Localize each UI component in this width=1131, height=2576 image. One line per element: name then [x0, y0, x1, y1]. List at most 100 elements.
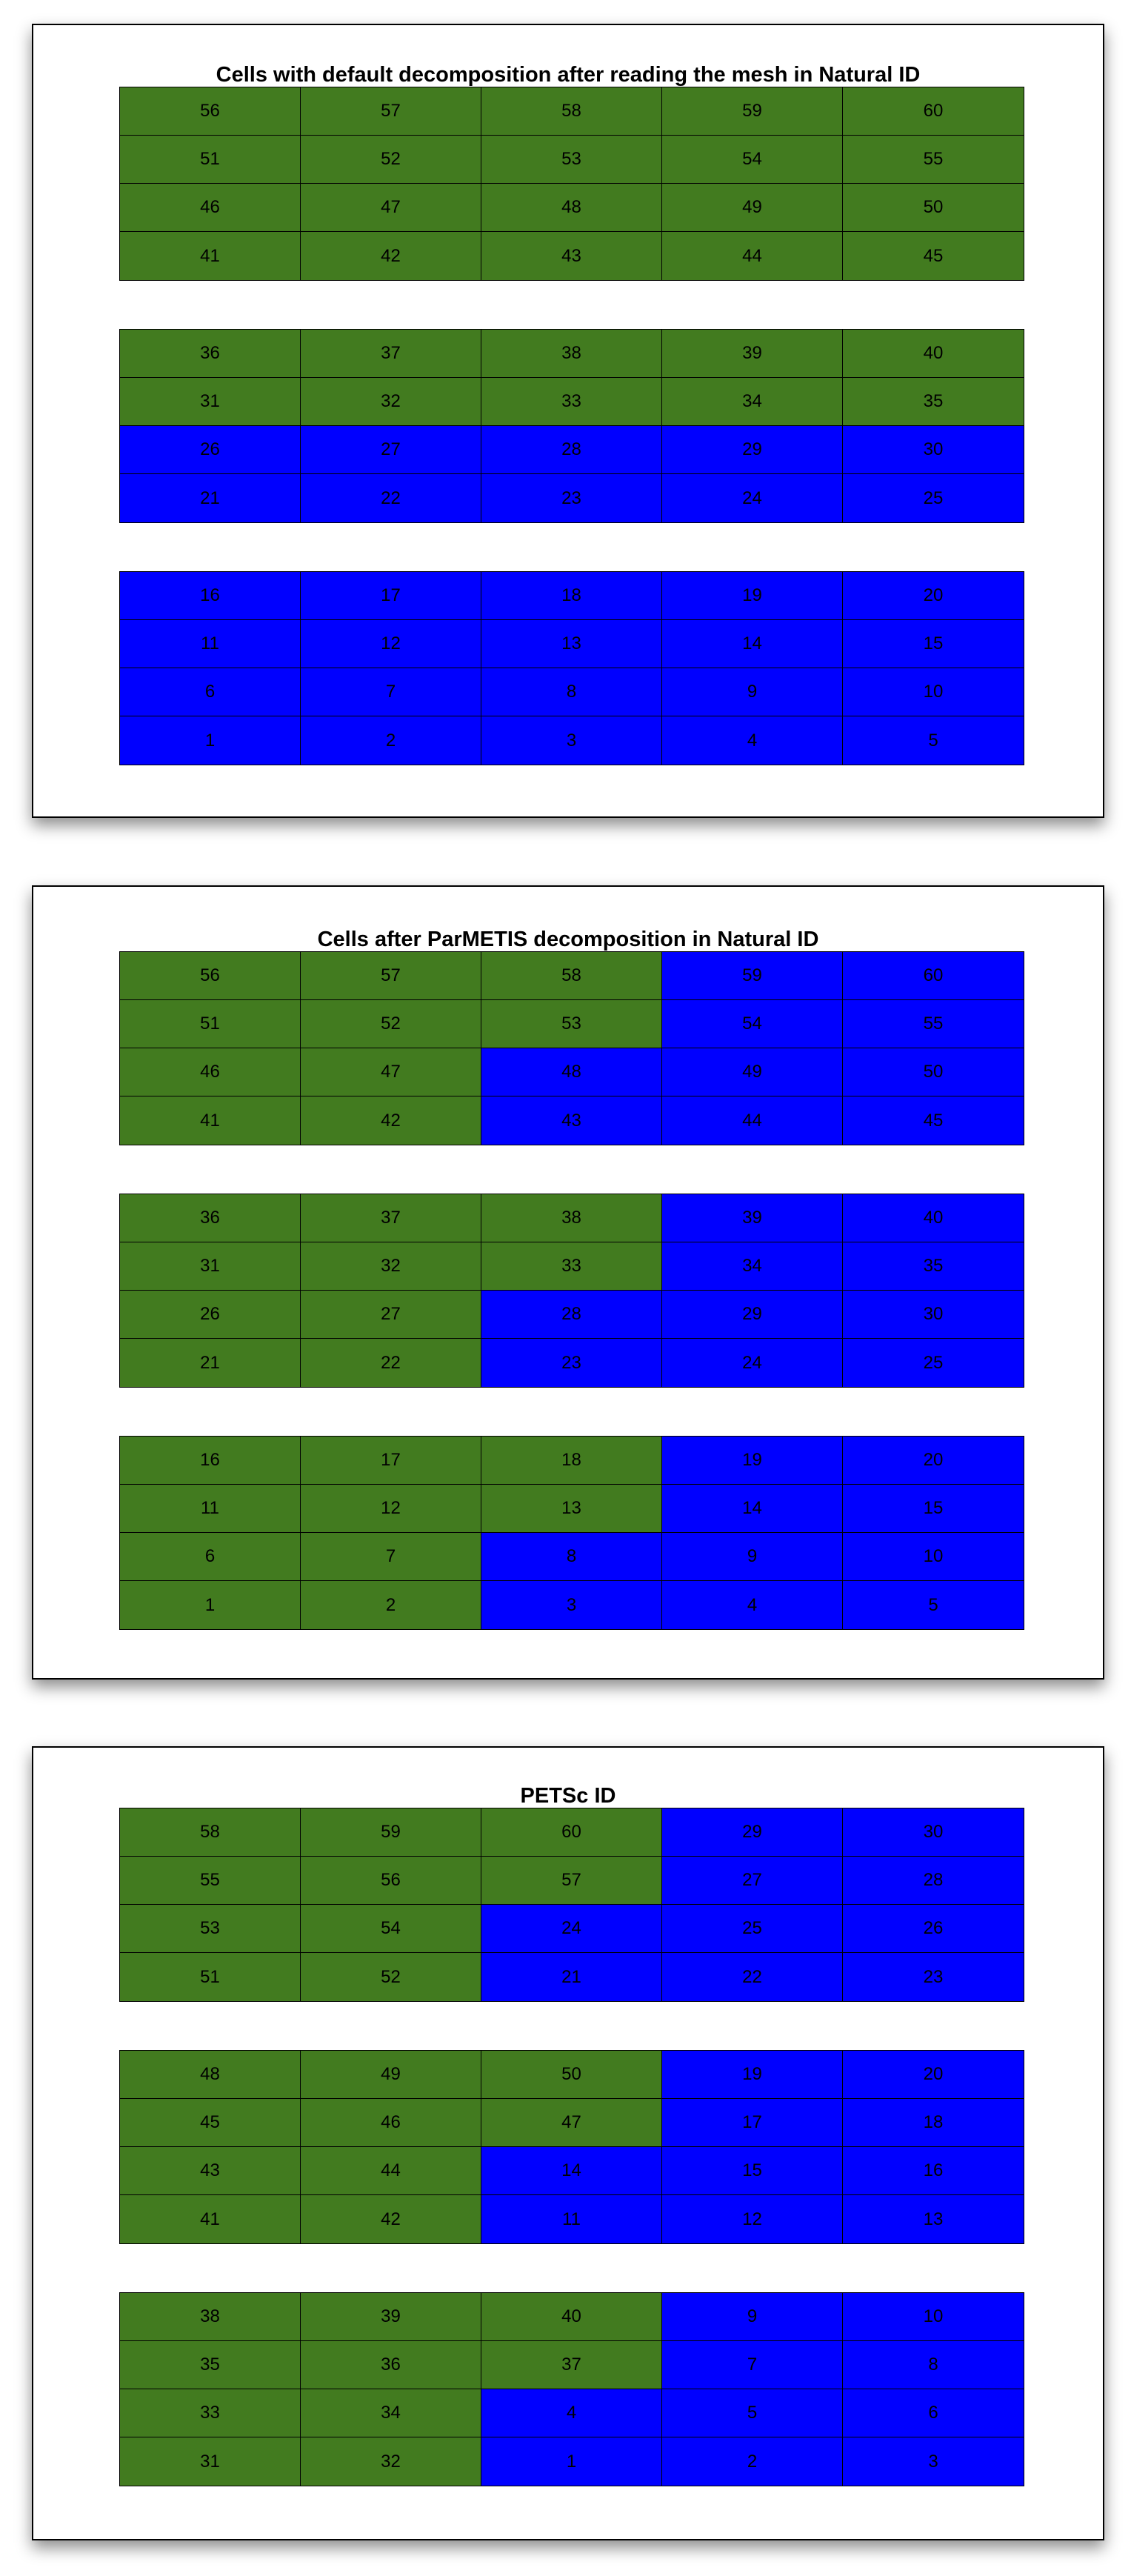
- mesh-cell: 42: [301, 2195, 481, 2243]
- mesh-cell: 50: [843, 1048, 1024, 1096]
- mesh-cell: 4: [481, 2389, 662, 2437]
- mesh-cell: 35: [843, 378, 1024, 426]
- mesh-cell: 49: [662, 184, 843, 232]
- mesh-cell: 33: [481, 1242, 662, 1291]
- mesh-cell: 12: [301, 1485, 481, 1533]
- mesh-cell: 2: [301, 1581, 481, 1629]
- mesh-cell: 16: [120, 572, 301, 620]
- mesh-cell: 42: [301, 1096, 481, 1145]
- mesh-cell: 26: [120, 426, 301, 474]
- mesh-cell: 34: [662, 378, 843, 426]
- mesh-cell: 49: [662, 1048, 843, 1096]
- mesh-cell: 59: [662, 87, 843, 136]
- cell-grid-block: 16 17 18 19 20 11 12 13 14 15 6 7 8 9 10 1 2 3 4 5: [119, 1436, 1024, 1630]
- mesh-cell: 39: [301, 2293, 481, 2341]
- mesh-cell: 30: [843, 1808, 1024, 1857]
- mesh-cell: 9: [662, 668, 843, 716]
- mesh-cell: 49: [301, 2051, 481, 2099]
- mesh-cell: 56: [120, 952, 301, 1000]
- panel-title: PETSc ID: [520, 1784, 616, 1808]
- mesh-cell: 57: [301, 87, 481, 136]
- mesh-cell: 40: [843, 1194, 1024, 1242]
- mesh-cell: 10: [843, 668, 1024, 716]
- mesh-cell: 47: [301, 184, 481, 232]
- mesh-cell: 3: [481, 1581, 662, 1629]
- mesh-cell: 22: [662, 1953, 843, 2001]
- mesh-cell: 32: [301, 2437, 481, 2486]
- mesh-cell: 55: [120, 1857, 301, 1905]
- cell-grid-block: 56 57 58 59 60 51 52 53 54 55 46 47 48 49 50 41 42 43 44 45: [119, 87, 1024, 281]
- mesh-cell: 8: [481, 668, 662, 716]
- mesh-cell: 58: [481, 952, 662, 1000]
- mesh-cell: 12: [301, 620, 481, 668]
- mesh-cell: 45: [120, 2099, 301, 2147]
- mesh-cell: 51: [120, 1000, 301, 1048]
- mesh-cell: 24: [662, 474, 843, 522]
- mesh-cell: 8: [843, 2341, 1024, 2389]
- mesh-cell: 26: [843, 1905, 1024, 1953]
- mesh-cell: 14: [662, 1485, 843, 1533]
- mesh-cell: 17: [301, 572, 481, 620]
- mesh-cell: 28: [481, 1291, 662, 1339]
- mesh-cell: 28: [843, 1857, 1024, 1905]
- mesh-cell: 40: [481, 2293, 662, 2341]
- mesh-cell: 46: [120, 184, 301, 232]
- mesh-cell: 37: [481, 2341, 662, 2389]
- mesh-cell: 57: [481, 1857, 662, 1905]
- cell-grid-block: 36 37 38 39 40 31 32 33 34 35 26 27 28 29 30 21 22 23 24 25: [119, 1194, 1024, 1388]
- mesh-cell: 11: [120, 620, 301, 668]
- mesh-cell: 32: [301, 1242, 481, 1291]
- mesh-cell: 25: [843, 1339, 1024, 1387]
- mesh-cell: 60: [843, 87, 1024, 136]
- mesh-cell: 21: [120, 1339, 301, 1387]
- mesh-cell: 13: [481, 620, 662, 668]
- mesh-cell: 20: [843, 572, 1024, 620]
- mesh-cell: 25: [843, 474, 1024, 522]
- mesh-cell: 23: [843, 1953, 1024, 2001]
- mesh-cell: 18: [843, 2099, 1024, 2147]
- panel-title: Cells after ParMETIS decomposition in Na…: [317, 928, 819, 951]
- mesh-cell: 56: [120, 87, 301, 136]
- mesh-cell: 30: [843, 426, 1024, 474]
- mesh-cell: 43: [120, 2147, 301, 2195]
- mesh-cell: 59: [301, 1808, 481, 1857]
- mesh-cell: 36: [120, 330, 301, 378]
- mesh-cell: 5: [662, 2389, 843, 2437]
- mesh-cell: 48: [481, 184, 662, 232]
- decomposition-panel-default: Cells with default decomposition after r…: [32, 24, 1104, 818]
- mesh-cell: 53: [120, 1905, 301, 1953]
- mesh-cell: 15: [843, 620, 1024, 668]
- mesh-cell: 45: [843, 1096, 1024, 1145]
- cell-grid-block: 56 57 58 59 60 51 52 53 54 55 46 47 48 49 50 41 42 43 44 45: [119, 951, 1024, 1145]
- mesh-cell: 11: [481, 2195, 662, 2243]
- mesh-cell: 56: [301, 1857, 481, 1905]
- decomposition-panel-petsc: PETSc ID 58 59 60 29 30 55 56 57 27 28 53 54 24 25 26 5…: [32, 1746, 1104, 2540]
- mesh-cell: 1: [120, 716, 301, 765]
- decomposition-panel-parmetis: Cells after ParMETIS decomposition in Na…: [32, 885, 1104, 1680]
- mesh-cell: 5: [843, 716, 1024, 765]
- mesh-cell: 37: [301, 1194, 481, 1242]
- mesh-cell: 28: [481, 426, 662, 474]
- mesh-cell: 19: [662, 2051, 843, 2099]
- mesh-cell: 35: [843, 1242, 1024, 1291]
- mesh-cell: 8: [481, 1533, 662, 1581]
- mesh-cell: 41: [120, 1096, 301, 1145]
- mesh-cell: 14: [662, 620, 843, 668]
- mesh-cell: 22: [301, 1339, 481, 1387]
- mesh-cell: 3: [481, 716, 662, 765]
- mesh-cell: 47: [301, 1048, 481, 1096]
- mesh-cell: 10: [843, 2293, 1024, 2341]
- mesh-cell: 47: [481, 2099, 662, 2147]
- mesh-cell: 25: [662, 1905, 843, 1953]
- cell-grid-block: 48 49 50 19 20 45 46 47 17 18 43 44 14 15 16 41 42 11 12 13: [119, 2050, 1024, 2244]
- mesh-cell: 57: [301, 952, 481, 1000]
- cell-grid-block: 58 59 60 29 30 55 56 57 27 28 53 54 24 25 26 51 52 21 22 23: [119, 1808, 1024, 2002]
- mesh-cell: 54: [662, 136, 843, 184]
- mesh-cell: 21: [120, 474, 301, 522]
- mesh-cell: 52: [301, 136, 481, 184]
- mesh-cell: 24: [481, 1905, 662, 1953]
- mesh-cell: 55: [843, 1000, 1024, 1048]
- mesh-cell: 32: [301, 378, 481, 426]
- cell-grid-block: 38 39 40 9 10 35 36 37 7 8 33 34 4 5 6 31 32 1 2 3: [119, 2292, 1024, 2486]
- mesh-cell: 43: [481, 1096, 662, 1145]
